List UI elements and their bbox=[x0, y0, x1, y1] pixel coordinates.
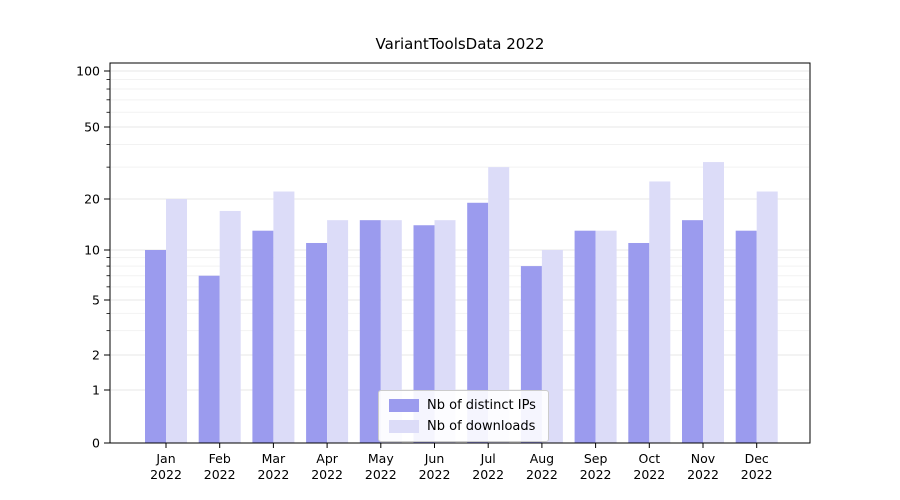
bar-distinct-ips-nov bbox=[682, 220, 703, 443]
x-tick-label-month: Feb bbox=[209, 451, 231, 466]
bar-downloads-may bbox=[380, 220, 402, 443]
x-tick-label-month: Nov bbox=[691, 451, 716, 466]
legend-item-downloads: Nb of downloads bbox=[389, 419, 536, 434]
bar-downloads-feb bbox=[219, 210, 241, 443]
bar-distinct-ips-apr bbox=[306, 242, 328, 443]
bar-distinct-ips-jul bbox=[467, 202, 489, 443]
x-tick-label-month: Apr bbox=[316, 451, 338, 466]
x-tick-label-month: Aug bbox=[530, 451, 554, 466]
x-tick-label-month: Jul bbox=[480, 451, 496, 466]
bar-downloads-mar bbox=[273, 191, 295, 443]
chart-title: VariantToolsData 2022 bbox=[375, 35, 545, 53]
bar-downloads-oct bbox=[649, 181, 671, 444]
y-tick-label: 2 bbox=[92, 348, 100, 363]
bar-downloads-dec bbox=[756, 191, 778, 443]
bar-downloads-apr bbox=[327, 220, 349, 443]
y-tick-label: 1 bbox=[92, 383, 100, 398]
bar-distinct-ips-oct bbox=[628, 242, 650, 443]
x-tick-label-month: Jan bbox=[155, 451, 175, 466]
y-tick-label: 20 bbox=[84, 192, 100, 207]
x-tick-label-month: Dec bbox=[745, 451, 769, 466]
bar-distinct-ips-jan bbox=[145, 250, 166, 443]
x-tick-label-year: 2022 bbox=[526, 467, 558, 482]
x-tick-label-year: 2022 bbox=[472, 467, 504, 482]
bar-downloads-jun bbox=[434, 220, 456, 443]
y-tick-label: 0 bbox=[92, 436, 100, 451]
bar-distinct-ips-jun bbox=[413, 225, 435, 443]
x-tick-label-year: 2022 bbox=[687, 467, 719, 482]
x-tick-label-year: 2022 bbox=[365, 467, 397, 482]
y-tick-label: 5 bbox=[92, 293, 100, 308]
x-tick-label-month: Oct bbox=[638, 451, 660, 466]
legend-label-distinct-ips: Nb of distinct IPs bbox=[427, 398, 536, 413]
bar-downloads-nov bbox=[703, 162, 724, 443]
bar-distinct-ips-feb bbox=[198, 275, 220, 443]
y-tick-label: 50 bbox=[84, 120, 100, 135]
bar-distinct-ips-mar bbox=[252, 230, 274, 443]
legend-item-distinct-ips: Nb of distinct IPs bbox=[389, 398, 536, 413]
bar-downloads-jan bbox=[166, 199, 187, 443]
plot-border bbox=[109, 62, 811, 444]
bar-distinct-ips-dec bbox=[735, 230, 757, 443]
x-tick-label-year: 2022 bbox=[204, 467, 236, 482]
x-tick-label-year: 2022 bbox=[741, 467, 773, 482]
legend-label-downloads: Nb of downloads bbox=[427, 419, 536, 434]
bar-distinct-ips-may bbox=[359, 220, 381, 443]
x-tick-label-year: 2022 bbox=[633, 467, 665, 482]
legend-swatch-distinct-ips bbox=[389, 399, 419, 412]
legend: Nb of distinct IPs Nb of downloads bbox=[378, 390, 549, 442]
x-tick-label-month: May bbox=[368, 451, 394, 466]
legend-swatch-downloads bbox=[389, 420, 419, 433]
bar-distinct-ips-sep bbox=[574, 230, 596, 443]
x-tick-label-year: 2022 bbox=[419, 467, 451, 482]
bar-downloads-jul bbox=[488, 167, 510, 443]
bar-downloads-sep bbox=[595, 230, 617, 443]
x-tick-label-year: 2022 bbox=[311, 467, 343, 482]
x-tick-label-year: 2022 bbox=[257, 467, 289, 482]
x-tick-label-month: Mar bbox=[262, 451, 286, 466]
y-tick-label: 10 bbox=[84, 243, 100, 258]
x-tick-label-year: 2022 bbox=[150, 467, 182, 482]
y-tick-label: 100 bbox=[76, 64, 100, 79]
x-tick-label-month: Sep bbox=[584, 451, 608, 466]
x-tick-label-month: Jun bbox=[424, 451, 445, 466]
x-tick-label-year: 2022 bbox=[580, 467, 612, 482]
